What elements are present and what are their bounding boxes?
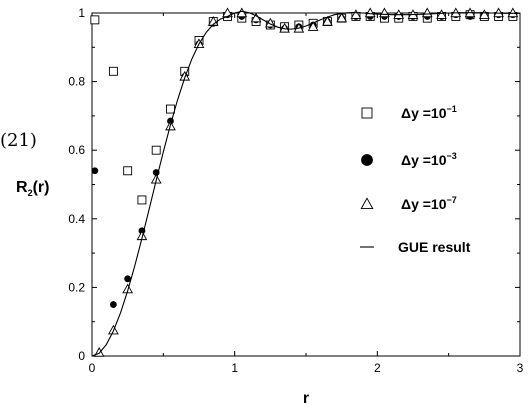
y-tick-label: 0.2 [68,280,85,294]
axis-ticks [91,12,521,357]
legend-triangle-symbol [360,197,374,210]
square-point [151,145,161,155]
legend-square-symbol [361,107,373,119]
y-axis-label: R2(r) [16,179,49,198]
x-tick-label: 1 [231,361,238,375]
gue-result-line [91,10,520,357]
y-tick-label: 0.8 [68,75,85,89]
square-point [108,66,118,76]
data-series [90,7,520,357]
legend: Δy =10−1 Δy =10−3 Δy =10−7 GUE result [360,104,471,255]
series-2 [93,7,519,357]
y-tick-label: 1 [78,6,85,20]
side-fragment-label: (21) [0,130,37,151]
triangle-point [322,16,333,26]
triangle-point [122,283,134,294]
legend-label: GUE result [398,239,471,255]
axis-tick-labels: 0 1 2 3 0 0.2 0.4 0.6 0.8 1 [68,6,523,375]
square-point [123,166,133,176]
y-tick-label: 0 [78,349,85,363]
x-tick-label: 2 [374,361,381,375]
x-tick-label: 0 [89,361,96,375]
legend-label: Δy =10−3 [401,151,457,168]
plot-frame [91,12,521,357]
x-axis-label: r [303,390,309,407]
circle-point [124,275,132,283]
square-point [90,15,100,25]
legend-label: Δy =10−7 [401,195,457,212]
triangle-point [493,7,504,18]
x-tick-label: 3 [517,361,524,375]
square-point [137,195,147,205]
series-3 [91,10,520,357]
legend-label: Δy =10−1 [401,104,457,121]
triangle-point [364,7,376,18]
triangle-point [307,21,319,31]
circle-point [91,167,99,175]
triangle-point [350,9,362,19]
triangle-point [507,7,519,18]
square-point [166,104,175,114]
triangle-point [179,70,191,81]
triangle-point [436,9,447,19]
y-tick-label: 0.4 [68,212,85,226]
triangle-point [336,12,348,23]
triangle-point [236,7,248,18]
y-tick-label: 0.6 [68,143,85,157]
legend-circle-symbol [361,154,373,166]
triangle-point [478,9,490,19]
circle-point [110,301,117,308]
